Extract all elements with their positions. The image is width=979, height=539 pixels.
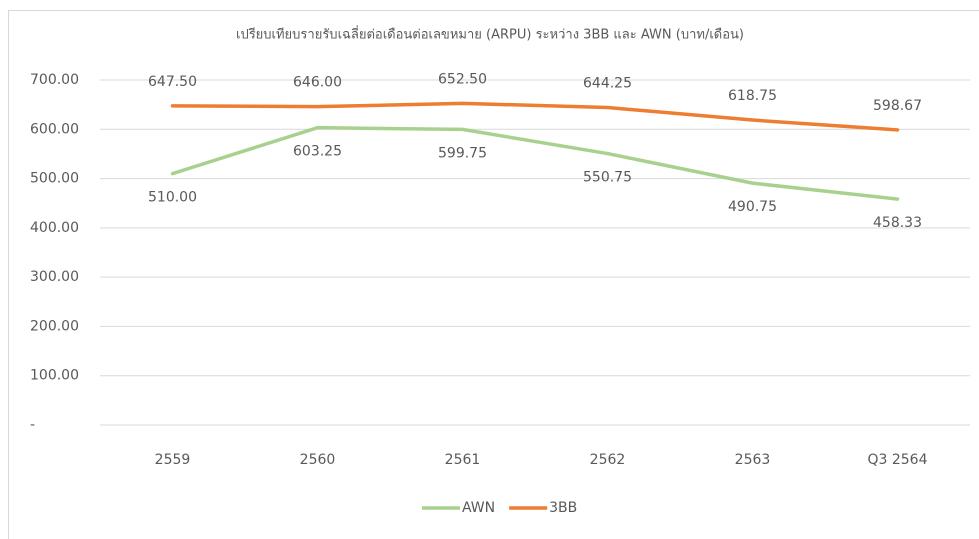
data-label: 646.00 [293,75,342,91]
data-label: 603.25 [293,144,342,160]
y-tick-label: 100.00 [30,368,79,384]
data-label: 599.75 [438,145,487,161]
y-tick-label: 700.00 [30,72,79,88]
x-tick-label: 2559 [155,452,191,468]
series-line [170,125,900,201]
x-tick-label: 2561 [445,452,481,468]
x-tick-label: 2562 [590,452,626,468]
data-label: 550.75 [583,170,632,186]
y-tick-label: 400.00 [30,220,79,236]
series-line [170,101,900,132]
chart-frame [8,10,979,539]
y-tick-label: 600.00 [30,121,79,137]
x-tick-label: 2560 [300,452,336,468]
y-tick-label: 200.00 [30,318,79,334]
x-tick-label: 2563 [735,452,771,468]
y-tick-label: 500.00 [30,171,79,187]
data-label: 598.67 [873,98,922,114]
chart-title: เปรียบเทียบรายรับเฉลี่ยต่อเดือนต่อเลขหมา… [236,26,744,43]
legend-label: 3BB [549,500,577,516]
data-label: 647.50 [148,74,197,90]
data-label: 490.75 [728,199,777,215]
data-label: 458.33 [873,215,922,231]
legend-label: AWN [462,500,495,516]
y-tick-label: - [30,417,35,433]
x-tick-label: Q3 2564 [867,452,927,468]
data-label: 652.50 [438,71,487,87]
data-label: 644.25 [583,75,632,91]
data-label: 618.75 [728,88,777,104]
data-label: 510.00 [148,190,197,206]
y-tick-label: 300.00 [30,269,79,285]
